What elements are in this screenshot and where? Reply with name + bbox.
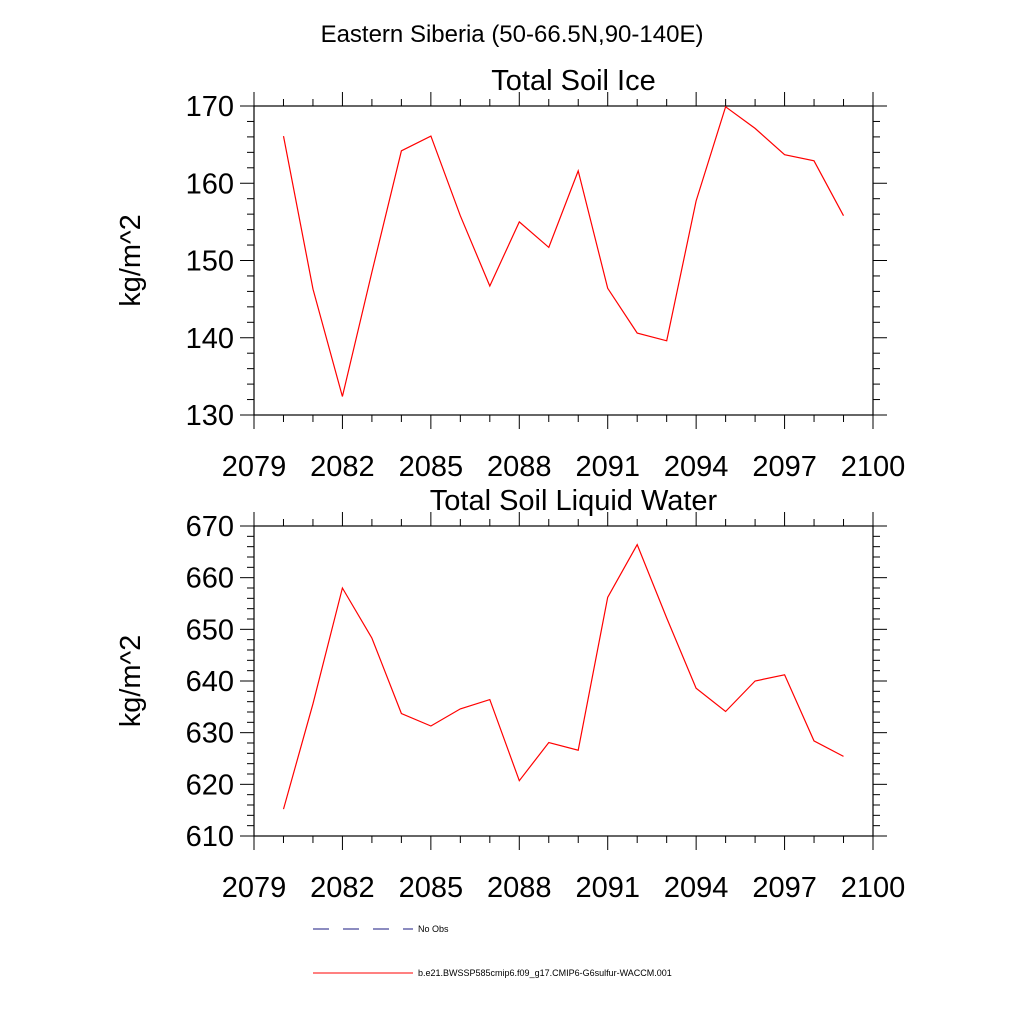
chart-panel-2: Total Soil Liquid Water 610 620 630 640 650 66… <box>115 485 905 904</box>
x-tick-label: 2079 <box>222 872 287 904</box>
plot-frame <box>253 105 874 416</box>
y-tick-label: 670 <box>186 511 234 543</box>
x-tick-label: 2097 <box>752 872 817 904</box>
y-axis-label: kg/m^2 <box>115 635 147 728</box>
y-tick-label: 150 <box>186 246 234 278</box>
x-tick-label: 2100 <box>841 451 906 483</box>
x-tick-label: 2079 <box>222 451 287 483</box>
chart-title: Total Soil Liquid Water <box>430 485 718 517</box>
legend: No Obs b.e21.BWSSP585cmip6.f09_g17.CMIP6-… <box>313 924 672 978</box>
y-tick-label: 630 <box>186 718 234 750</box>
legend-label-no-obs: No Obs <box>418 924 449 934</box>
chart-title: Total Soil Ice <box>491 65 655 97</box>
x-tick-label: 2085 <box>399 451 464 483</box>
chart-panels: Total Soil Ice 130 140 150 160 170 2079 2082 208… <box>115 65 905 904</box>
figure-title: Eastern Siberia (50-66.5N,90-140E) <box>321 21 704 48</box>
x-tick-label: 2094 <box>664 872 729 904</box>
x-tick-label: 2088 <box>487 451 552 483</box>
y-tick-label: 640 <box>186 666 234 698</box>
legend-label-model: b.e21.BWSSP585cmip6.f09_g17.CMIP6-G6sulf… <box>418 968 672 978</box>
x-tick-label: 2097 <box>752 451 817 483</box>
x-tick-label: 2094 <box>664 451 729 483</box>
x-tick-label: 2100 <box>841 872 906 904</box>
x-tick-label: 2088 <box>487 872 552 904</box>
series-line-1 <box>282 543 844 810</box>
chart-panel-1: Total Soil Ice 130 140 150 160 170 2079 2082 208… <box>115 65 905 483</box>
y-tick-label: 620 <box>186 769 234 801</box>
y-tick-label: 650 <box>186 614 234 646</box>
x-tick-label: 2082 <box>310 451 375 483</box>
y-tick-label: 170 <box>186 91 234 123</box>
y-tick-label: 610 <box>186 821 234 853</box>
y-tick-label: 160 <box>186 168 234 200</box>
x-tick-label: 2082 <box>310 872 375 904</box>
y-tick-label: 140 <box>186 323 234 355</box>
x-tick-label: 2091 <box>575 451 640 483</box>
plot-frame <box>253 525 874 837</box>
y-tick-label: 130 <box>186 400 234 432</box>
y-axis-label: kg/m^2 <box>115 214 147 307</box>
x-tick-label: 2085 <box>399 872 464 904</box>
x-tick-label: 2091 <box>575 872 640 904</box>
series-line-1 <box>282 105 845 397</box>
y-tick-label: 660 <box>186 563 234 595</box>
